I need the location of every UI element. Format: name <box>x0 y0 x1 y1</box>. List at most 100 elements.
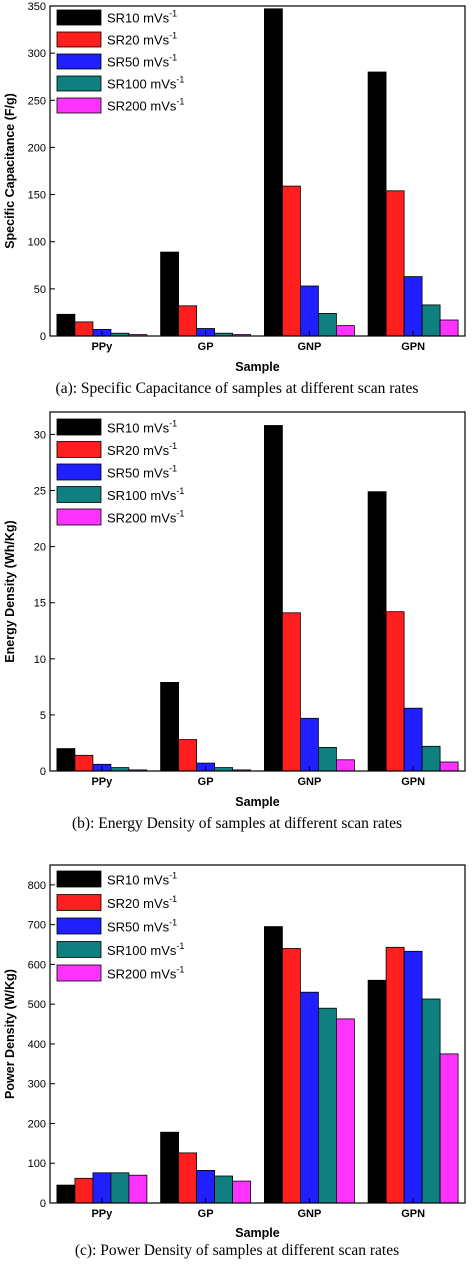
y-tick-label-a-300: 300 <box>28 48 46 60</box>
caption-a: (a): Specific Capacitance of samples at … <box>55 380 419 397</box>
chart-panel-c: 0 100 200 300 400 500 600 700 800 PPy GP GNP GPN Samp… <box>0 840 474 1271</box>
category-label-c-gnp: GNP <box>297 1208 321 1220</box>
y-tick-label-c-0: 0 <box>40 1198 46 1210</box>
legend-label-b-3: SR50 mVs-1 <box>107 464 177 481</box>
plot-frame-a <box>49 5 466 337</box>
legend-swatch-c-5 <box>56 964 102 982</box>
plot-frame-b <box>49 411 466 772</box>
y-tick-label-b-0: 0 <box>40 766 46 778</box>
bar-b-series4-gnp <box>317 746 337 772</box>
legend-swatch-a-3 <box>56 53 102 70</box>
bar-a-series1-gnp <box>263 8 283 337</box>
legend-swatch-b-3 <box>56 463 102 481</box>
y-tick-label-a-350: 350 <box>28 1 46 13</box>
y-tick-label-c-600: 600 <box>28 959 46 971</box>
y-tick-label-b-20: 20 <box>34 542 46 554</box>
x-axis-title-a: Sample <box>235 360 280 374</box>
category-label-c-gpn: GPN <box>401 1208 425 1220</box>
bar-c-series2-ppy <box>74 1177 94 1204</box>
y-tick-label-c-300: 300 <box>28 1079 46 1091</box>
legend-label-a-2: SR20 mVs-1 <box>107 31 177 48</box>
bar-c-series1-gp <box>160 1131 180 1204</box>
legend-label-c-4: SR100 mVs-1 <box>107 941 184 958</box>
y-tick-label-b-15: 15 <box>34 598 46 610</box>
category-label-b-ppy: PPy <box>91 776 113 788</box>
bar-a-series4-gpn <box>421 304 441 337</box>
category-label-a-gpn: GPN <box>401 341 425 353</box>
legend-label-b-2: SR20 mVs-1 <box>107 441 177 458</box>
category-label-a-gnp: GNP <box>297 341 321 353</box>
legend-label-c-2: SR20 mVs-1 <box>107 894 177 911</box>
bar-a-series5-gpn <box>439 319 459 337</box>
bar-c-series2-gpn <box>385 946 405 1204</box>
bar-a-series1-gp <box>160 251 180 337</box>
chart-a: 0 50 100 150 200 250 300 350 PPy GP GNP GPN Sample Sp… <box>3 1 466 374</box>
category-label-a-ppy: PPy <box>91 341 113 353</box>
y-tick-label-b-5: 5 <box>40 710 46 722</box>
bar-c-series1-ppy <box>56 1184 76 1204</box>
bar-c-series4-gnp <box>317 1007 337 1204</box>
chart-panel-a: 0 50 100 150 200 250 300 350 PPy GP GNP GPN Sample Sp… <box>0 0 474 405</box>
bar-c-series5-gpn <box>439 1053 459 1204</box>
bar-b-series1-gnp <box>263 425 283 772</box>
legend-swatch-a-2 <box>56 31 102 48</box>
category-label-b-gnp: GNP <box>297 776 321 788</box>
y-tick-label-a-100: 100 <box>28 237 46 249</box>
y-tick-label-a-0: 0 <box>40 331 46 343</box>
y-tick-label-a-250: 250 <box>28 95 46 107</box>
y-tick-label-b-10: 10 <box>34 654 46 666</box>
legend-swatch-c-2 <box>56 894 102 911</box>
y-axis-title-c: Power Density (W/Kg) <box>3 969 17 1099</box>
legend-swatch-c-4 <box>56 941 102 958</box>
category-label-b-gp: GP <box>198 776 214 788</box>
legend-label-b-1: SR10 mVs-1 <box>107 419 177 436</box>
bar-b-series5-gpn <box>439 761 459 772</box>
legend-swatch-b-4 <box>56 486 102 503</box>
bar-c-series5-gp <box>232 1180 252 1204</box>
y-tick-label-b-30: 30 <box>34 429 46 441</box>
y-tick-label-c-500: 500 <box>28 999 46 1011</box>
bar-a-series1-gpn <box>367 71 387 337</box>
legend-swatch-c-1 <box>56 870 102 888</box>
bar-c-series5-ppy <box>128 1174 148 1204</box>
bar-b-series2-gnp <box>281 612 301 772</box>
legend-swatch-c-3 <box>56 917 102 935</box>
legend-label-c-3: SR50 mVs-1 <box>107 918 177 935</box>
bar-a-series2-gp <box>178 305 198 337</box>
bar-c-series1-gpn <box>367 979 387 1204</box>
plot-frame-c <box>49 864 466 1204</box>
bar-b-series2-gpn <box>385 611 405 772</box>
legend-swatch-a-5 <box>56 97 102 114</box>
bar-b-series1-ppy <box>56 748 76 772</box>
legend-label-b-5: SR200 mVs-1 <box>107 509 184 526</box>
legend-swatch-b-1 <box>56 418 102 436</box>
bar-c-series1-gnp <box>263 926 283 1204</box>
bar-c-series2-gnp <box>281 948 301 1204</box>
bar-b-series3-gpn <box>403 707 423 772</box>
y-tick-label-c-100: 100 <box>28 1158 46 1170</box>
x-axis-title-b: Sample <box>235 795 280 809</box>
x-axis-title-c: Sample <box>235 1226 280 1240</box>
bar-b-series2-ppy <box>74 754 94 772</box>
bar-a-series4-gnp <box>317 312 337 337</box>
bar-b-series2-gp <box>178 739 198 772</box>
y-tick-label-c-800: 800 <box>28 880 46 892</box>
legend-label-b-4: SR100 mVs-1 <box>107 486 184 503</box>
legend-label-a-1: SR10 mVs-1 <box>107 9 177 26</box>
category-label-a-gp: GP <box>198 341 214 353</box>
category-label-c-ppy: PPy <box>91 1208 113 1220</box>
legend-label-a-5: SR200 mVs-1 <box>107 97 184 114</box>
bar-c-series3-gnp <box>299 991 319 1204</box>
y-axis-title-b: Energy Density (Wh/Kg) <box>3 520 17 662</box>
bar-b-series3-gnp <box>299 717 319 772</box>
bar-b-series4-gpn <box>421 745 441 772</box>
caption-c: (c): Power Density of samples at differe… <box>74 1242 400 1259</box>
bar-c-series4-ppy <box>110 1172 130 1204</box>
chart-panel-b: 0 5 10 15 20 25 30 PPy GP GNP GPN Sample Energy Dens… <box>0 405 474 840</box>
y-tick-label-a-50: 50 <box>34 284 46 296</box>
legend-swatch-a-4 <box>56 75 102 92</box>
legend-label-a-3: SR50 mVs-1 <box>107 53 177 70</box>
legend-label-c-1: SR10 mVs-1 <box>107 871 177 888</box>
bar-b-series5-gnp <box>335 759 355 772</box>
chart-b: 0 5 10 15 20 25 30 PPy GP GNP GPN Sample Energy Dens… <box>3 411 466 809</box>
